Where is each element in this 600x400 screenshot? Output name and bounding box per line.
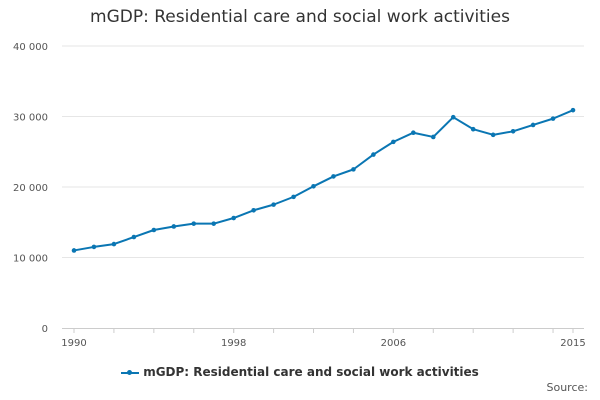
- data-point: [291, 194, 296, 200]
- data-point: [91, 244, 97, 250]
- data-point: [550, 116, 556, 121]
- x-tick-label: 2015: [560, 338, 585, 349]
- series-line: [73, 109, 574, 252]
- data-point: [351, 167, 356, 172]
- data-point: [331, 174, 336, 179]
- data-point: [151, 227, 157, 233]
- data-point: [450, 114, 456, 120]
- data-point: [470, 126, 476, 132]
- data-point: [371, 152, 376, 157]
- y-tick-label: 40 000: [13, 42, 48, 53]
- legend-line-marker-icon: [121, 368, 140, 378]
- data-point: [430, 134, 436, 140]
- data-point: [191, 221, 197, 226]
- data-point: [391, 139, 396, 145]
- data-point: [71, 248, 77, 253]
- legend[interactable]: mGDP: Residential care and social work a…: [0, 365, 600, 379]
- x-tick-label: 2006: [381, 338, 406, 349]
- data-point: [231, 215, 236, 221]
- data-point: [251, 207, 256, 213]
- data-point: [171, 224, 177, 229]
- data-point: [490, 132, 496, 138]
- data-point: [211, 221, 217, 226]
- source-label[interactable]: Source:: [546, 381, 589, 394]
- y-tick-label: 0: [42, 324, 48, 335]
- y-tick-label: 10 000: [13, 254, 48, 265]
- chart-title: mGDP: Residential care and social work a…: [90, 7, 510, 27]
- x-tick-label: 1990: [61, 338, 86, 349]
- data-point: [570, 107, 576, 113]
- x-tick-label: 1998: [221, 338, 246, 349]
- data-point: [111, 241, 117, 247]
- data-point: [271, 202, 276, 207]
- data-point: [131, 234, 137, 240]
- data-point: [510, 129, 516, 134]
- y-tick-label: 20 000: [13, 183, 48, 194]
- legend-label: mGDP: Residential care and social work a…: [143, 365, 479, 379]
- data-point: [411, 130, 416, 136]
- y-tick-label: 30 000: [13, 113, 48, 124]
- data-point: [530, 122, 536, 128]
- data-point: [311, 183, 316, 189]
